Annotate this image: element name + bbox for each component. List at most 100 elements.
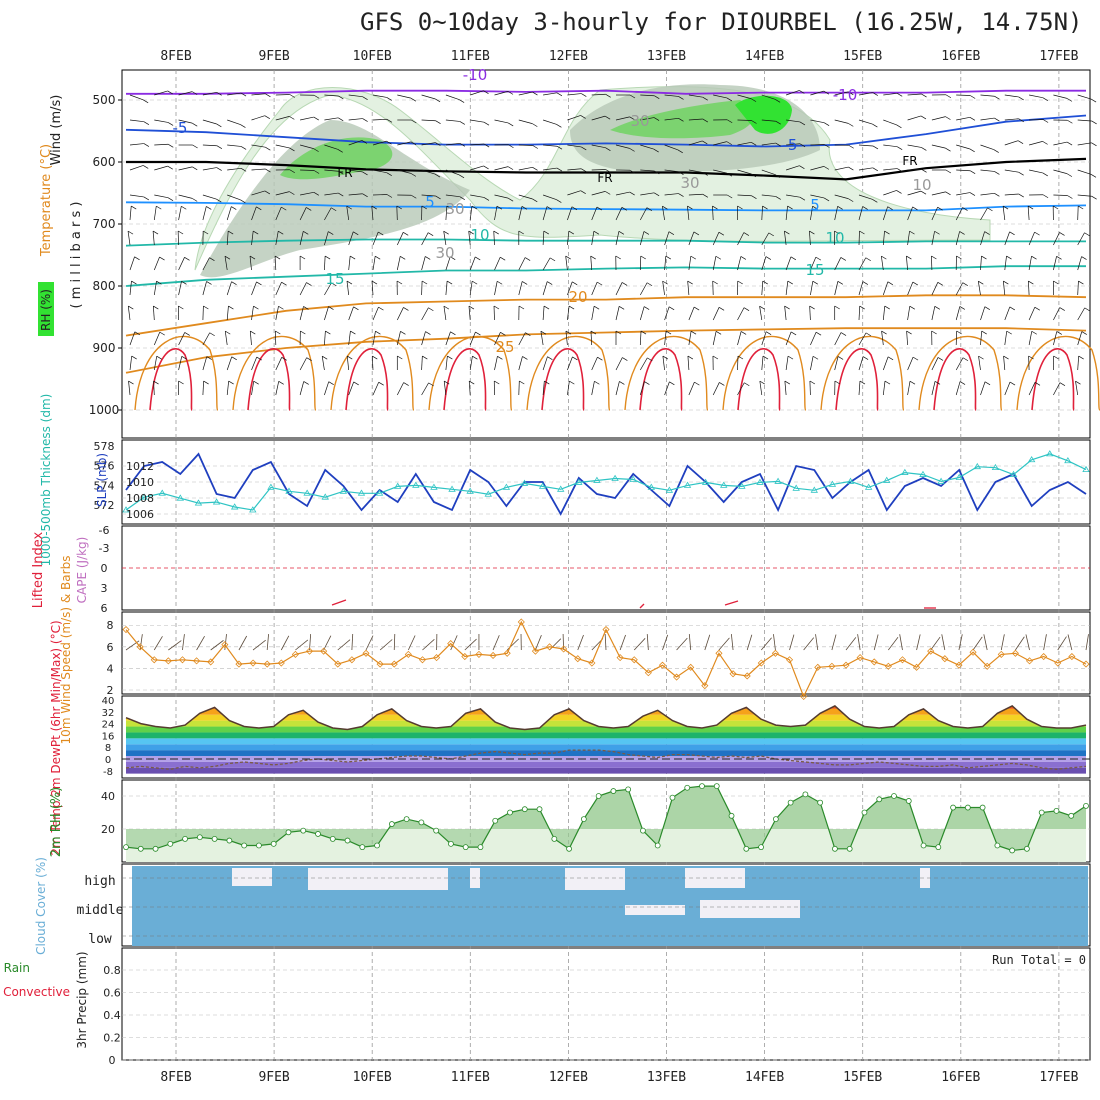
wind-barb-feather — [687, 280, 693, 285]
wind-barb-feather — [543, 305, 550, 310]
wind-barb-feather — [799, 165, 805, 169]
wind-barb — [785, 356, 789, 371]
sfc-wind-barb — [1000, 634, 1005, 651]
wind-barb — [567, 231, 570, 246]
wind-barb — [396, 331, 401, 346]
wind-barb — [202, 281, 207, 296]
wind-barb-feather — [887, 206, 893, 210]
cloud-clear-block — [920, 868, 930, 888]
wind-barb-feather — [702, 96, 708, 101]
wind-barb — [858, 92, 873, 96]
wind-barb-feather — [593, 305, 600, 310]
wind-barb — [494, 356, 498, 371]
wind-barb-feather — [812, 355, 819, 360]
wind-speed-marker — [433, 654, 441, 662]
rh-marker — [477, 844, 484, 851]
wind-barb — [931, 306, 936, 321]
wind-barb — [931, 231, 935, 246]
wind-barb-feather — [231, 281, 237, 285]
wind-barb-feather — [156, 205, 162, 210]
rh-legend-swatch — [38, 282, 54, 336]
wind-barb-feather — [265, 168, 271, 173]
wind-barb — [713, 94, 727, 99]
wind-speed-marker — [941, 655, 949, 663]
wind-barb-feather — [580, 190, 586, 194]
orange-loop — [428, 335, 513, 411]
wind-barb-feather — [278, 381, 284, 385]
wind-barb — [664, 144, 678, 151]
wind-barb-feather — [668, 306, 675, 311]
wind-barb-feather — [203, 305, 209, 310]
wind-barb — [882, 231, 885, 246]
wind-barb — [154, 90, 168, 96]
wind-barb — [372, 306, 379, 321]
ylabel-total-rain: Total / Rain — [0, 961, 30, 975]
wind-barb — [494, 194, 509, 199]
wind-barb-feather — [994, 171, 1000, 175]
thickness-marker — [194, 499, 203, 506]
wind-barb-feather — [751, 195, 757, 200]
wind-speed-marker — [235, 660, 243, 668]
wind-barb — [567, 281, 573, 296]
wind-barb-feather — [718, 307, 725, 311]
wind-speed-marker — [828, 662, 836, 670]
wind-barb-feather — [253, 230, 259, 235]
thickness-marker — [647, 483, 655, 490]
thickness-marker — [955, 473, 963, 480]
wind-barb — [372, 140, 387, 146]
wind-barb — [299, 231, 304, 246]
wind-barb-feather — [912, 206, 918, 211]
thickness-marker — [937, 477, 945, 484]
wind-barb-feather — [131, 355, 137, 360]
wind-barb — [883, 190, 897, 196]
wind-barb — [470, 165, 484, 171]
wind-barb-feather — [281, 357, 287, 361]
wind-barb-feather — [909, 380, 916, 385]
thickness-marker — [1064, 456, 1072, 464]
wind-barb-feather — [897, 146, 903, 151]
wind-barb — [810, 332, 817, 346]
wind-barb-feather — [1034, 306, 1040, 311]
thickness-marker — [285, 487, 293, 494]
wind-barb-feather — [303, 231, 309, 235]
wind-barb-feather — [450, 256, 456, 260]
wind-barb — [980, 94, 995, 97]
contour-label: 15 — [805, 261, 824, 279]
wind-barb — [907, 306, 911, 321]
wind-barb-feather — [446, 280, 453, 285]
wind-barb — [688, 169, 703, 173]
date-label-top: 9FEB — [258, 49, 289, 64]
wind-barb-feather — [378, 306, 384, 311]
wind-barb-feather — [956, 330, 962, 335]
rh-marker — [1009, 847, 1016, 854]
wind-barb-feather — [799, 121, 806, 126]
wind-barb — [469, 206, 473, 221]
wind-barb — [324, 144, 338, 150]
wind-speed-marker — [687, 663, 695, 671]
wind-barb-feather — [178, 380, 184, 385]
wind-barb — [396, 232, 404, 246]
wind-barb — [348, 94, 363, 98]
wind-barb — [810, 194, 825, 199]
wind-barb — [858, 332, 867, 346]
wind-barb-feather — [378, 381, 384, 386]
wind-barb-feather — [142, 99, 149, 104]
wind-barb — [591, 281, 598, 296]
wind-barb-feather — [289, 169, 295, 174]
wind-barb — [784, 381, 787, 396]
wind-barb-feather — [216, 198, 222, 203]
temp-band — [126, 744, 1086, 751]
sfc-wind-barb — [407, 635, 416, 651]
cloud-clear-block — [700, 900, 800, 918]
wind-barb-feather — [799, 143, 806, 148]
wind-barb-feather — [1066, 173, 1073, 177]
ylabel-convective: Convective — [3, 985, 70, 999]
rh-marker — [182, 836, 188, 842]
wind-barb-feather — [896, 124, 902, 129]
wind-barb — [1077, 194, 1092, 197]
sfc-wind-barb — [492, 635, 500, 651]
wind-barb-feather — [1084, 232, 1090, 237]
wind-barb — [931, 144, 946, 149]
wind-barb-feather — [605, 93, 611, 98]
wind-speed-marker — [856, 654, 864, 662]
